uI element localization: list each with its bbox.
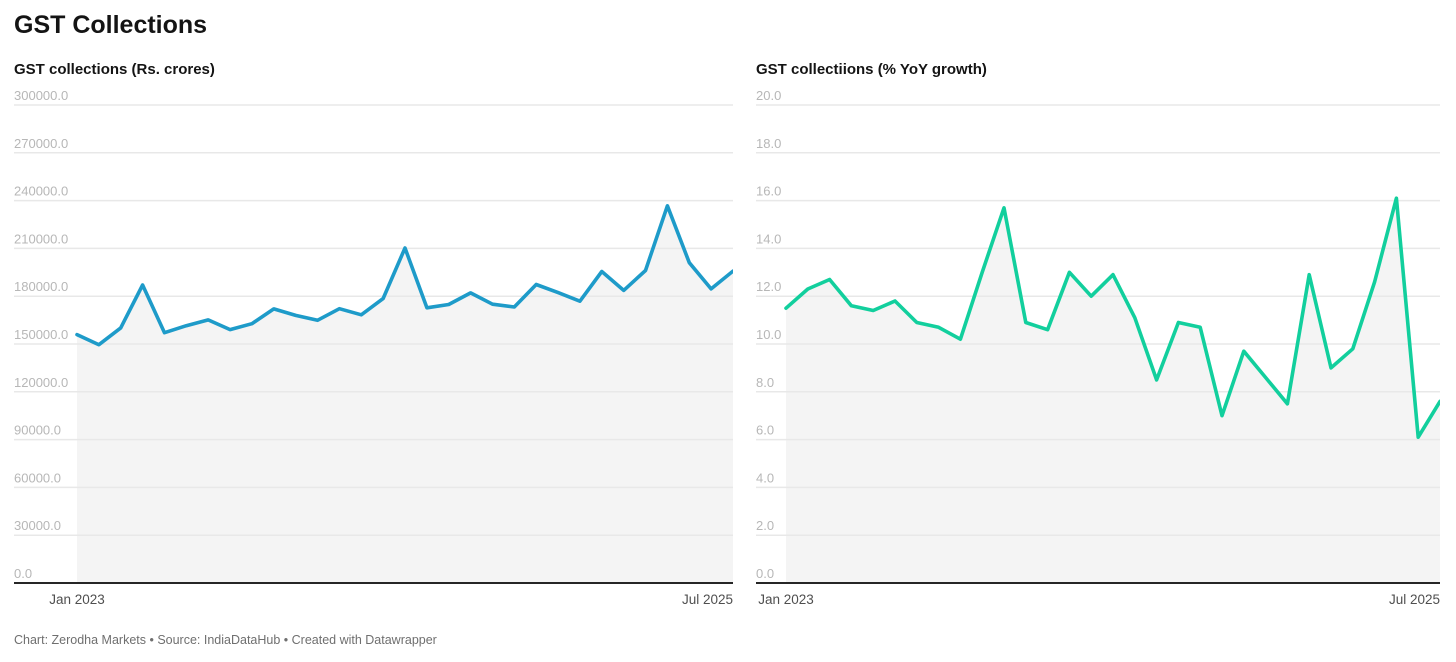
chart-footer: Chart: Zerodha Markets • Source: IndiaDa… — [14, 633, 437, 647]
y-tick-label: 300000.0 — [14, 88, 68, 103]
yoy-line-chart: 20.0 18.0 16.0 14.0 12.0 10.0 8.0 6.0 4.0 2.0 0.0 J… — [756, 88, 1442, 607]
chart-title-yoy: GST collectiions (% YoY growth) — [756, 61, 987, 78]
area-fill — [786, 198, 1440, 583]
y-tick-label: 210000.0 — [14, 231, 68, 246]
area-fill — [77, 205, 733, 584]
x-tick-label-start: Jan 2023 — [758, 592, 814, 607]
yoy-plot: 20.0 18.0 16.0 14.0 12.0 10.0 8.0 6.0 4.0 2.0 0.0 J… — [756, 88, 1442, 617]
x-tick-label-end: Jul 2025 — [682, 592, 733, 607]
y-tick-label: 14.0 — [756, 231, 781, 246]
y-tick-label: 6.0 — [756, 423, 774, 438]
collections-line-chart: 300000.0 270000.0 240000.0 210000.0 180000.0… — [14, 88, 735, 607]
y-tick-label: 60000.0 — [14, 470, 61, 485]
y-tick-label: 150000.0 — [14, 327, 68, 342]
y-tick-label: 4.0 — [756, 470, 774, 485]
y-tick-label: 12.0 — [756, 279, 781, 294]
data-line[interactable] — [75, 204, 735, 347]
page-title: GST Collections — [14, 11, 208, 39]
y-tick-label: 2.0 — [756, 518, 774, 533]
x-tick-label-end: Jul 2025 — [1389, 592, 1440, 607]
collections-plot: 300000.0 270000.0 240000.0 210000.0 180000.0… — [14, 88, 735, 617]
y-tick-label: 20.0 — [756, 88, 781, 103]
chart-gst-yoy-growth: GST collectiions (% YoY growth) 20.0 18.0… — [756, 60, 1442, 617]
y-tick-label: 8.0 — [756, 375, 774, 390]
chart-gst-collections: GST collections (Rs. crores) 300000.0 270… — [14, 60, 735, 617]
data-line[interactable] — [784, 196, 1442, 440]
y-tick-label: 90000.0 — [14, 423, 61, 438]
y-tick-label: 30000.0 — [14, 518, 61, 533]
y-tick-label: 16.0 — [756, 184, 781, 199]
y-tick-label: 180000.0 — [14, 279, 68, 294]
y-tick-label: 270000.0 — [14, 136, 68, 151]
y-tick-label: 120000.0 — [14, 375, 68, 390]
x-tick-label-start: Jan 2023 — [49, 592, 105, 607]
y-tick-label: 0.0 — [14, 566, 32, 581]
y-tick-label: 0.0 — [756, 566, 774, 581]
y-tick-label: 18.0 — [756, 136, 781, 151]
chart-title-collections: GST collections (Rs. crores) — [14, 61, 215, 78]
y-tick-label: 10.0 — [756, 327, 781, 342]
y-tick-label: 240000.0 — [14, 184, 68, 199]
